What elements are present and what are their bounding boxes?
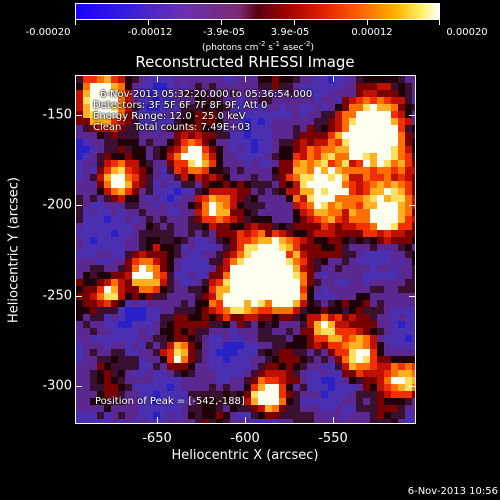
y-tick (409, 296, 416, 297)
x-tick (245, 75, 246, 82)
y-tick-label: -200 (42, 197, 72, 213)
x-tick (333, 417, 334, 424)
colorbar-tick-label: -3.9e-05 (203, 27, 245, 38)
colorbar-tick-label: 0.00020 (446, 27, 488, 38)
x-tick (157, 75, 158, 82)
x-tick-label: -550 (318, 431, 348, 446)
x-tick-label: -650 (142, 431, 172, 446)
y-tick (409, 205, 416, 206)
y-tick (409, 386, 416, 387)
colorbar (75, 3, 440, 20)
y-tick (75, 205, 82, 206)
colorbar-tick-label: 0.00012 (351, 27, 393, 38)
footer-date: 6-Nov-2013 10:56 (407, 486, 498, 497)
x-axis-label: Heliocentric X (arcsec) (171, 448, 319, 463)
y-tick-label: -300 (42, 378, 72, 394)
colorbar-tick (367, 20, 368, 25)
info-time-range: 6-Nov-2013 05:32:20.000 to 05:36:54.000 (100, 89, 313, 100)
colorbar-tick (294, 20, 295, 25)
peak-position: Position of Peak = [-542,-188] (95, 396, 245, 407)
plot-title: Reconstructed RHESSI Image (135, 53, 355, 71)
y-tick (409, 115, 416, 116)
y-tick-label: -250 (42, 288, 72, 304)
y-tick (75, 115, 82, 116)
colorbar-tick (148, 20, 149, 25)
y-tick (75, 386, 82, 387)
colorbar-tick (439, 20, 440, 25)
colorbar-tick (221, 20, 222, 25)
info-detectors: Detectors: 3F 5F 6F 7F 8F 9F, Att 0 (93, 100, 268, 111)
colorbar-tick-label: -0.00012 (127, 27, 173, 38)
y-tick-label: -150 (42, 107, 72, 123)
y-axis-label: Heliocentric Y (arcsec) (6, 177, 22, 323)
info-method: Clean Total counts: 7.49E+03 (93, 122, 251, 133)
image-map (75, 75, 416, 424)
colorbar-tick (75, 20, 76, 25)
y-tick (75, 296, 82, 297)
x-tick-label: -600 (230, 431, 260, 446)
info-energy: Energy Range: 12.0 - 25.0 keV (93, 111, 246, 122)
x-tick (157, 417, 158, 424)
x-tick (245, 417, 246, 424)
colorbar-tick-label: 3.9e-05 (270, 27, 310, 38)
heatmap (76, 76, 415, 423)
colorbar-tick-label: -0.00020 (25, 27, 71, 38)
colorbar-units: (photons cm-2 s-1 asec-2) (201, 40, 315, 53)
x-tick (333, 75, 334, 82)
